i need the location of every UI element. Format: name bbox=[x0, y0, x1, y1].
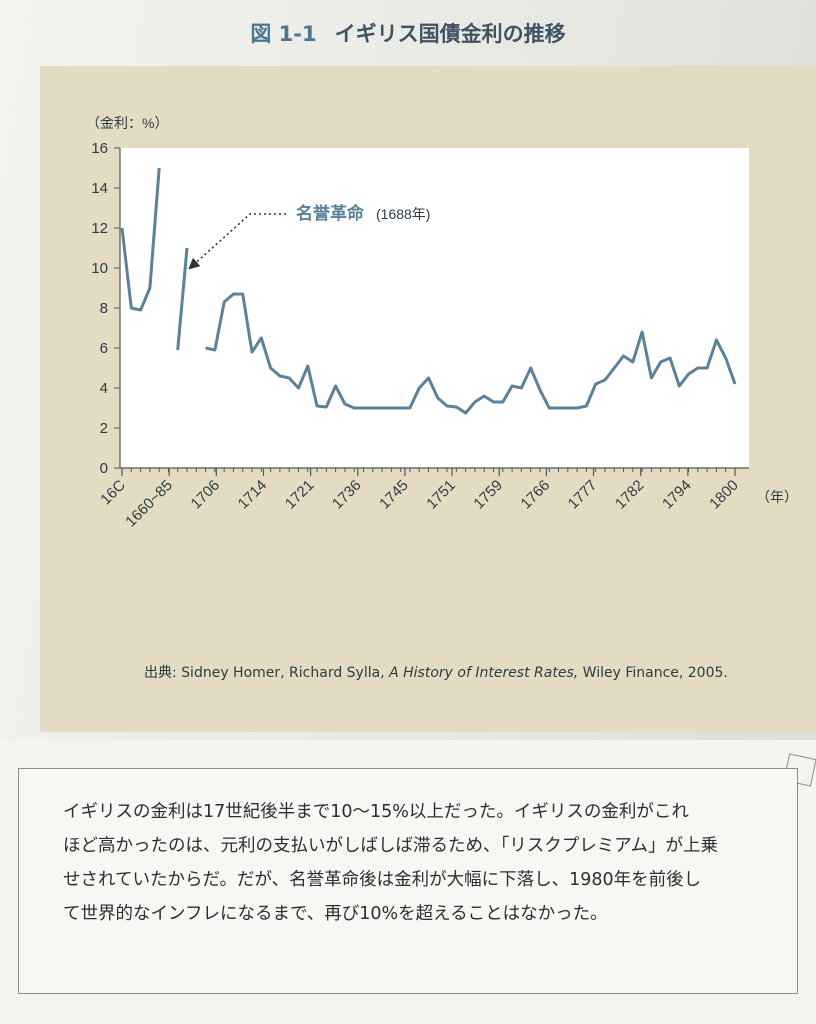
x-axis-label: （年） bbox=[756, 489, 798, 505]
figure-title: 図 1-1 イギリス国債金利の推移 bbox=[0, 18, 816, 48]
series-line bbox=[205, 292, 737, 415]
x-tick-label: 1800 bbox=[706, 477, 742, 513]
y-tick-label: 0 bbox=[100, 460, 108, 477]
x-tick-label: 1777 bbox=[565, 477, 601, 513]
y-tick-label: 6 bbox=[100, 340, 108, 357]
y-tick-label: 8 bbox=[100, 300, 108, 317]
x-tick-label: 1714 bbox=[235, 477, 271, 513]
x-tick-label: 1751 bbox=[423, 477, 459, 513]
y-tick-label: 2 bbox=[100, 420, 108, 437]
y-tick-label: 12 bbox=[91, 220, 108, 237]
y-tick-label: 16 bbox=[91, 140, 108, 157]
annotation-leader bbox=[188, 213, 286, 270]
x-tick-label: 1721 bbox=[282, 477, 318, 513]
y-tick-label: 14 bbox=[91, 180, 108, 197]
x-tick-label: 1794 bbox=[659, 477, 695, 513]
annotation-sublabel: (1688年) bbox=[376, 206, 430, 222]
note-line: せされていたからだ。だが、名誉革命後は金利が大幅に下落し、1980年を前後し bbox=[63, 870, 702, 890]
x-tick-label: 16C bbox=[97, 477, 129, 509]
figure-number: 図 1-1 bbox=[250, 22, 317, 46]
x-tick-label: 1745 bbox=[376, 477, 412, 513]
x-tick-label: 1660~85 bbox=[122, 477, 176, 531]
source-suffix: Wiley Finance, 2005. bbox=[578, 665, 728, 681]
note-line: ほど高かったのは、元利の支払いがしばしば滞るため、「リスクプレミアム」が上乗 bbox=[63, 836, 719, 856]
series-line bbox=[120, 167, 161, 312]
y-axis-label: （金利：%） bbox=[86, 115, 168, 131]
source-title: A History of Interest Rates, bbox=[389, 665, 579, 681]
figure-title-text: イギリス国債金利の推移 bbox=[334, 22, 566, 46]
note-line: て世界的なインフレになるまで、再び10%を超えることはなかった。 bbox=[63, 904, 608, 924]
source-citation: 出典: Sidney Homer, Richard Sylla, A Histo… bbox=[144, 662, 728, 682]
x-tick-label: 1782 bbox=[612, 477, 648, 513]
source-prefix: 出典: Sidney Homer, Richard Sylla, bbox=[144, 665, 390, 681]
annotation-label: 名誉革命 bbox=[296, 203, 365, 223]
y-tick-label: 10 bbox=[91, 260, 108, 277]
plot-area bbox=[120, 148, 749, 468]
x-tick-label: 1759 bbox=[470, 477, 506, 513]
series-line bbox=[176, 247, 189, 351]
x-tick-label: 1736 bbox=[329, 477, 365, 513]
x-tick-label: 1766 bbox=[518, 477, 554, 513]
note-line: イギリスの金利は17世紀後半まで10〜15%以上だった。イギリスの金利がこれ bbox=[63, 802, 689, 822]
y-tick-label: 4 bbox=[100, 380, 108, 397]
x-tick-label: 1706 bbox=[188, 477, 224, 513]
note-text: イギリスの金利は17世紀後半まで10〜15%以上だった。イギリスの金利がこれ ほ… bbox=[63, 795, 773, 931]
note-box: イギリスの金利は17世紀後半まで10〜15%以上だった。イギリスの金利がこれ ほ… bbox=[18, 768, 798, 994]
chart-panel: （金利：%） 0 2 4 6 8 10 12 14 16 16C 1660~85 1706 1714 172… bbox=[40, 66, 816, 732]
